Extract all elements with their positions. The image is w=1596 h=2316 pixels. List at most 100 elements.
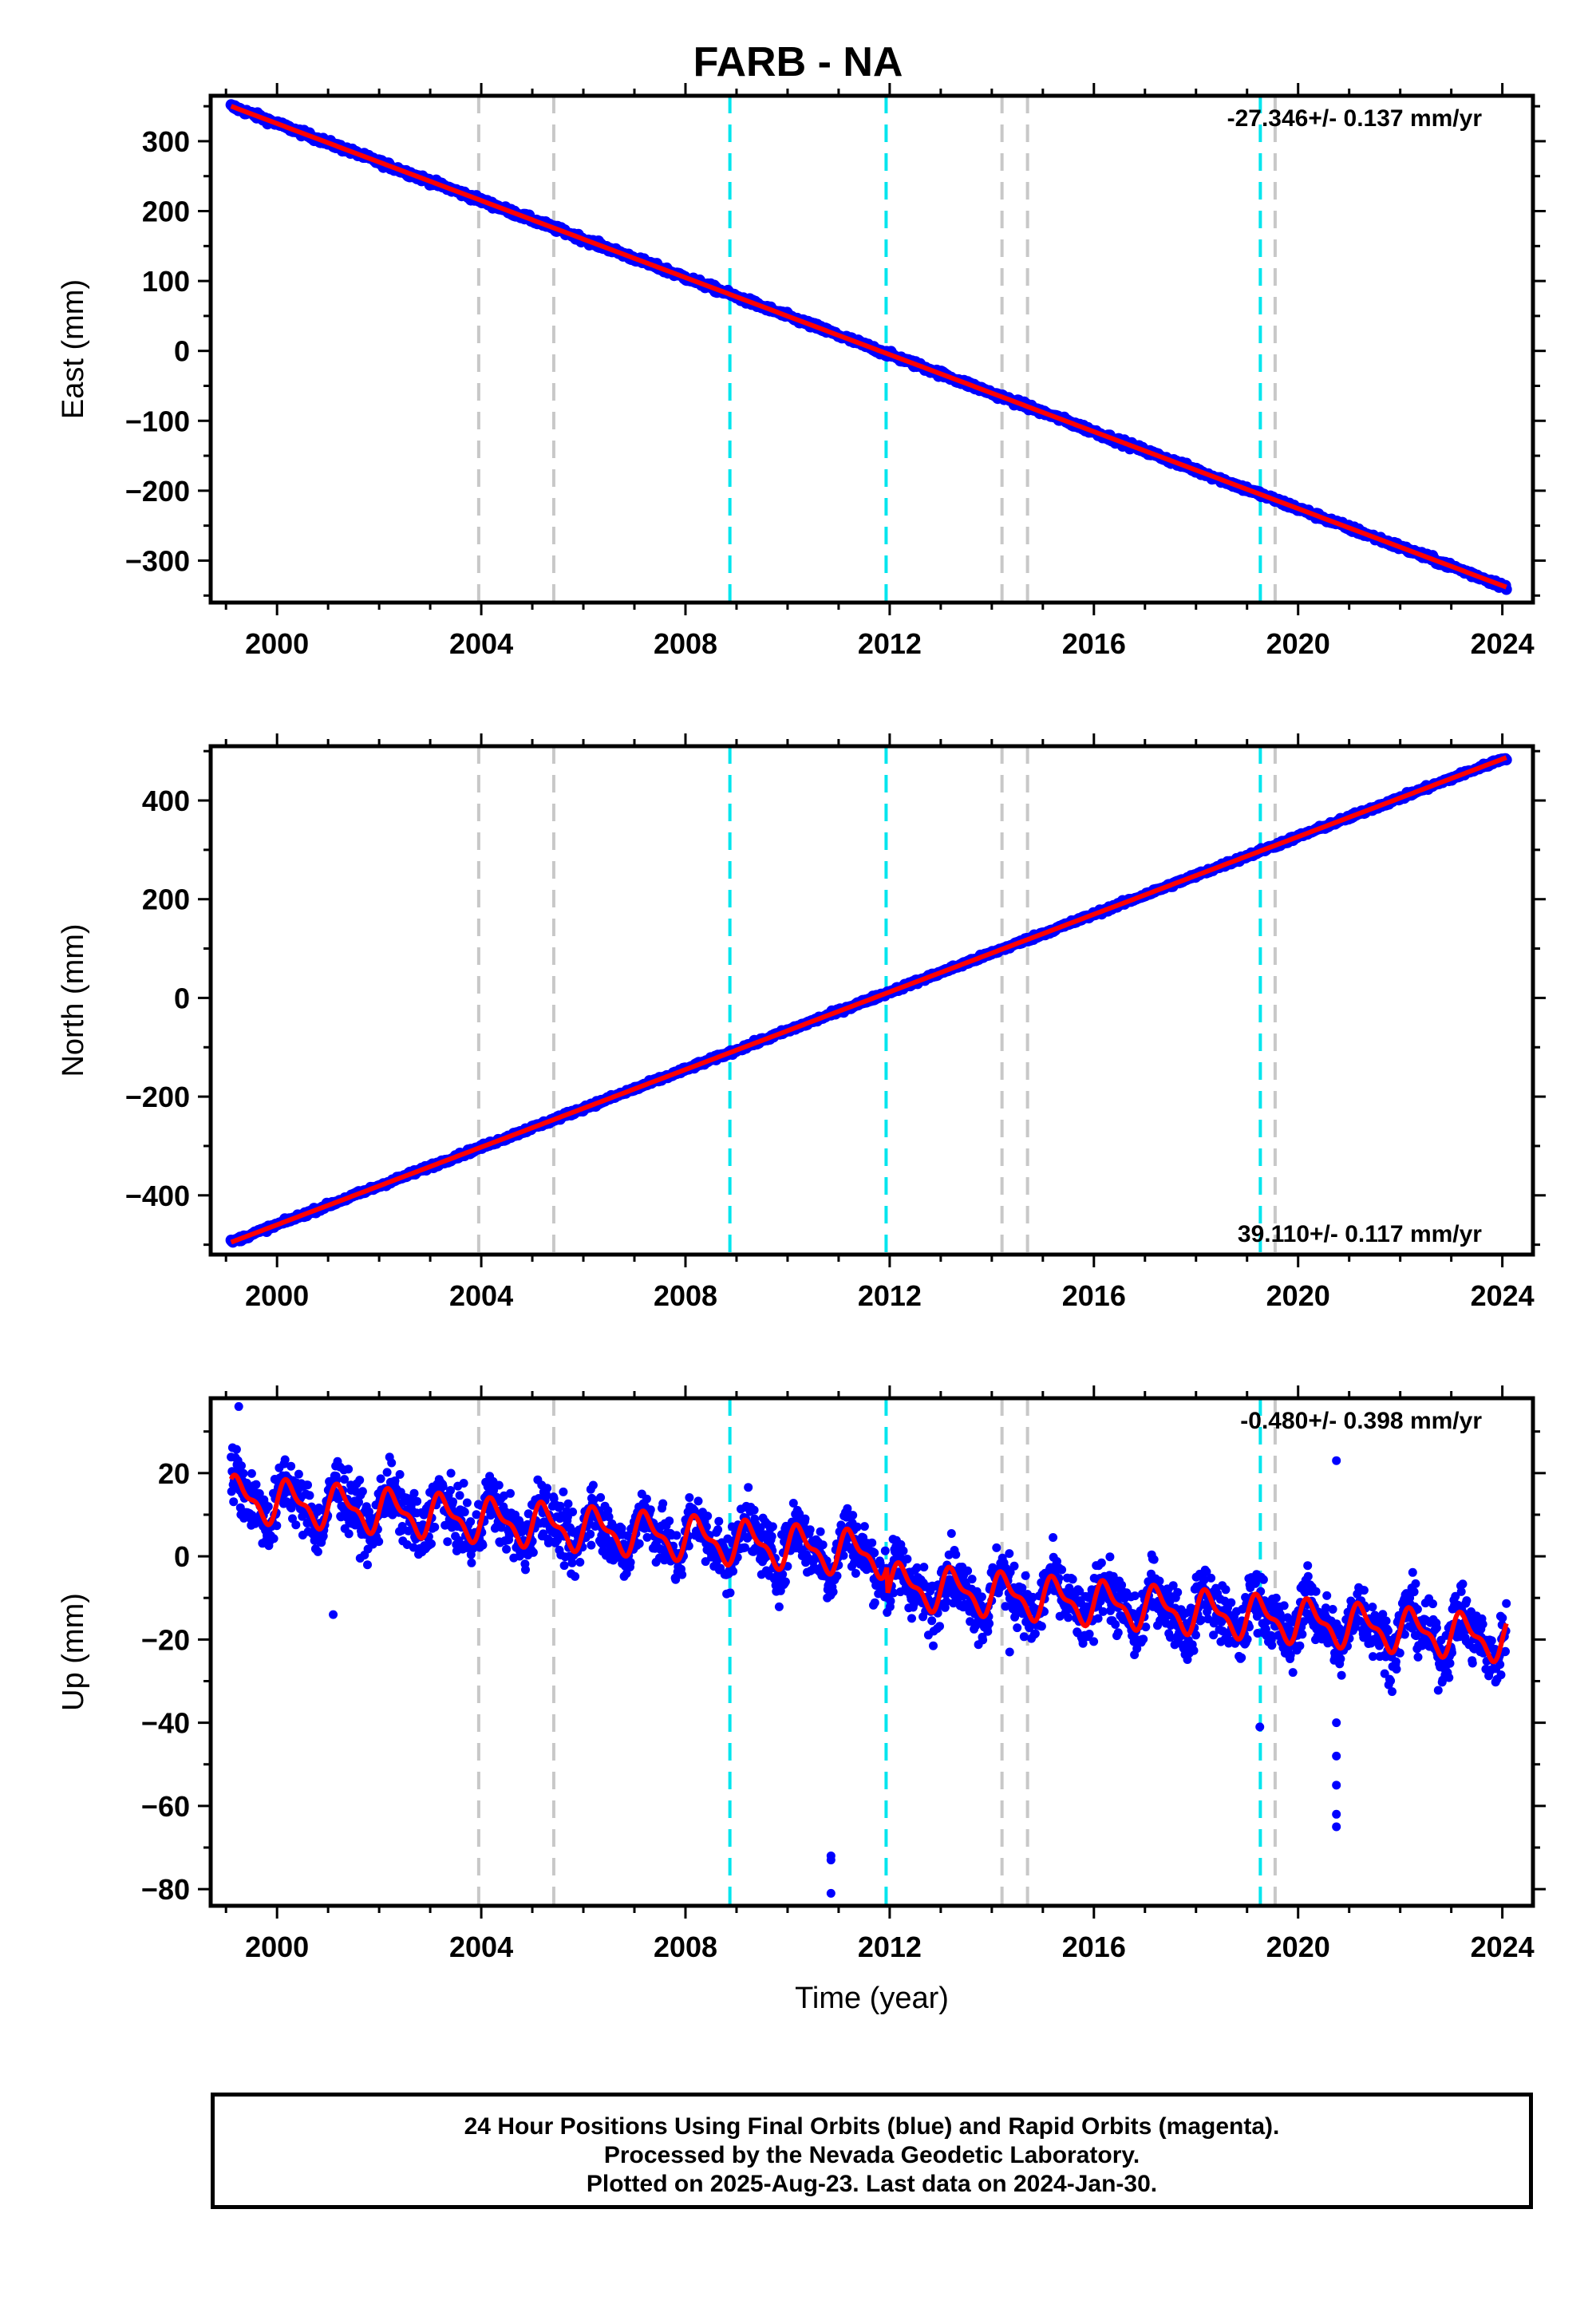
data-point	[1149, 1555, 1159, 1564]
data-point	[502, 1544, 512, 1554]
x-tick-label: 2012	[858, 627, 922, 660]
data-point	[967, 1575, 977, 1584]
data-point	[478, 1540, 488, 1550]
y-tick-label: 0	[174, 335, 190, 368]
data-point	[1019, 1632, 1029, 1642]
x-tick-label: 2024	[1471, 1279, 1535, 1312]
data-point	[1096, 1558, 1106, 1567]
data-point	[788, 1499, 798, 1508]
model-fit-line	[230, 104, 1507, 590]
data-point	[390, 1476, 400, 1485]
data-point	[1005, 1549, 1014, 1559]
data-point	[665, 1516, 674, 1526]
data-point	[1077, 1599, 1086, 1608]
data-point	[977, 1592, 986, 1602]
data-point	[587, 1540, 596, 1550]
data-point	[575, 1558, 585, 1567]
data-point	[332, 1475, 342, 1484]
page-title: FARB - NA	[693, 39, 903, 85]
data-point	[455, 1491, 464, 1500]
y-tick-label: 0	[174, 982, 190, 1014]
data-point	[559, 1561, 569, 1571]
data-point	[340, 1475, 350, 1484]
data-point	[889, 1588, 899, 1598]
data-point	[768, 1522, 777, 1531]
data-point	[1098, 1607, 1108, 1616]
data-point	[703, 1512, 713, 1521]
data-point	[899, 1546, 908, 1555]
data-point	[374, 1537, 384, 1547]
data-point	[1166, 1633, 1175, 1642]
data-point	[528, 1547, 538, 1557]
data-point	[774, 1602, 784, 1611]
data-point	[818, 1540, 828, 1550]
data-point	[459, 1479, 468, 1488]
data-point	[446, 1486, 455, 1495]
data-point	[589, 1496, 598, 1504]
data-point	[1139, 1634, 1148, 1644]
x-tick-label: 2008	[654, 1279, 717, 1312]
x-tick-label: 2020	[1266, 627, 1330, 660]
data-point	[1105, 1552, 1115, 1562]
data-point	[1141, 1622, 1151, 1632]
y-axis-label: North (mm)	[57, 923, 90, 1077]
data-point	[740, 1543, 749, 1552]
data-point	[744, 1483, 753, 1492]
data-point	[671, 1575, 681, 1584]
data-point	[344, 1529, 354, 1539]
data-point	[646, 1505, 655, 1515]
data-point	[859, 1522, 869, 1531]
data-point	[1111, 1620, 1120, 1629]
data-point	[427, 1539, 436, 1548]
data-point	[251, 1480, 261, 1489]
y-tick-label: −300	[125, 544, 190, 577]
x-tick-label: 2020	[1266, 1279, 1330, 1312]
data-point	[559, 1487, 568, 1496]
panel-frame	[208, 744, 1535, 1257]
x-tick-label: 2016	[1062, 627, 1126, 660]
data-point	[912, 1563, 922, 1572]
data-point	[1130, 1591, 1140, 1601]
data-point	[1009, 1561, 1019, 1571]
data-point	[978, 1635, 988, 1645]
data-point	[1089, 1637, 1099, 1646]
data-point	[1117, 1580, 1127, 1590]
data-point	[929, 1641, 938, 1650]
data-point	[269, 1534, 279, 1543]
data-point	[634, 1539, 644, 1548]
data-point	[1011, 1609, 1021, 1618]
data-point	[870, 1548, 879, 1558]
data-point	[1013, 1623, 1022, 1633]
data-point	[263, 1502, 273, 1512]
data-point	[397, 1522, 407, 1531]
data-point	[494, 1480, 504, 1490]
data-point	[247, 1468, 256, 1478]
data-point	[795, 1509, 804, 1519]
data-point	[626, 1558, 635, 1567]
data-point	[693, 1496, 703, 1506]
panel-north: 2000 2004 2008 2012 2016 2020 20244002000−200−…	[57, 733, 1546, 1312]
data-point	[229, 1497, 239, 1507]
data-point	[358, 1487, 367, 1496]
data-point	[828, 1587, 838, 1597]
data-point	[729, 1567, 738, 1576]
data-point	[1001, 1602, 1010, 1611]
x-tick-label: 2016	[1062, 1279, 1126, 1312]
panel-east: 2000 2004 2008 2012 2016 2020 20243002001000−1…	[57, 83, 1546, 660]
data-point	[800, 1514, 810, 1524]
data-point	[1108, 1571, 1118, 1581]
data-point	[1132, 1644, 1142, 1654]
data-point	[678, 1570, 687, 1579]
data-point	[642, 1494, 651, 1504]
y-tick-label: −400	[125, 1180, 190, 1212]
data-point	[255, 1489, 264, 1498]
data-point	[604, 1512, 614, 1522]
data-point	[886, 1596, 895, 1606]
data-point	[780, 1577, 790, 1587]
data-point	[642, 1532, 652, 1542]
data-point	[805, 1525, 815, 1535]
data-point	[919, 1563, 929, 1572]
data-point	[354, 1497, 363, 1507]
data-point	[1093, 1614, 1103, 1623]
data-point	[672, 1531, 681, 1540]
